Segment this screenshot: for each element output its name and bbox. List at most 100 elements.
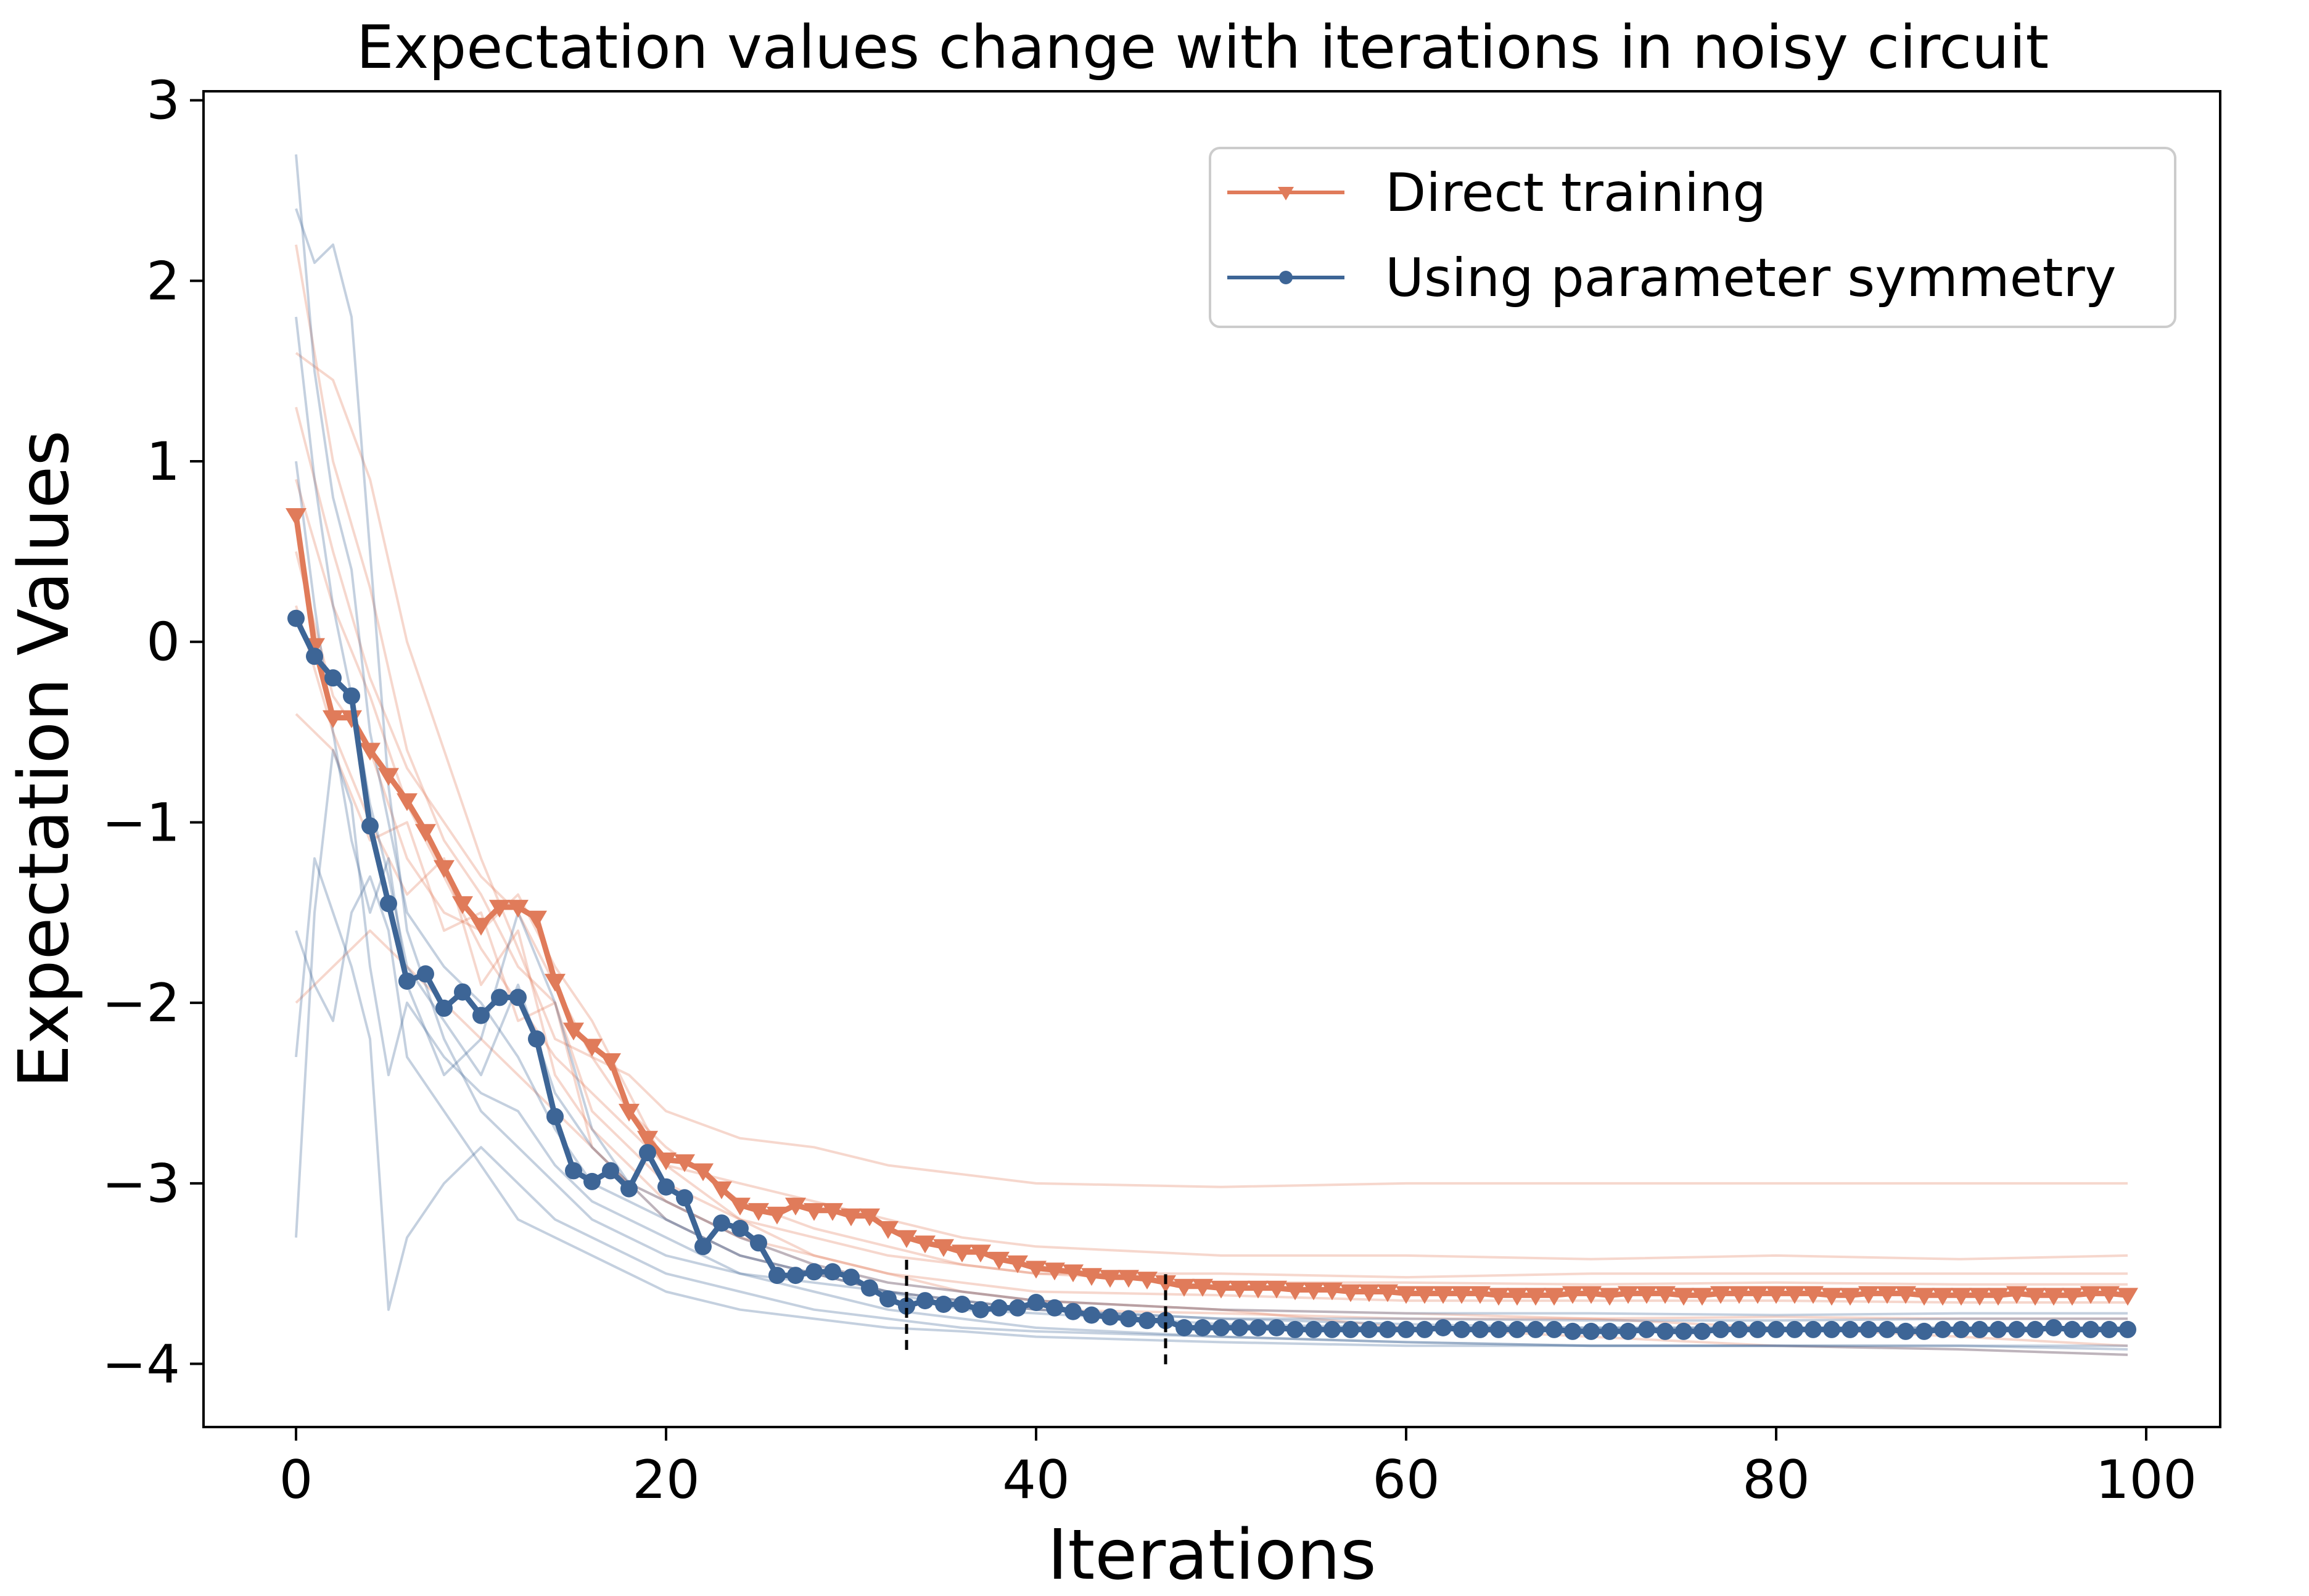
data-point-direct — [674, 1154, 695, 1172]
data-point-symmetry — [787, 1267, 804, 1285]
data-point-direct — [656, 1152, 677, 1170]
data-point-direct — [434, 860, 455, 878]
data-point-symmetry — [2101, 1320, 2118, 1338]
background-trace — [295, 857, 2128, 1356]
data-point-direct — [1137, 1272, 1158, 1290]
data-point-direct — [360, 742, 381, 761]
data-point-direct — [1433, 1286, 1454, 1304]
x-tick-label: 60 — [1372, 1449, 1439, 1511]
data-point-symmetry — [639, 1144, 656, 1162]
data-point-direct — [2025, 1288, 2046, 1306]
data-point-direct — [508, 900, 529, 918]
data-point-direct — [1340, 1284, 1361, 1302]
data-point-symmetry — [1953, 1320, 1970, 1338]
data-point-symmetry — [1546, 1320, 1563, 1338]
data-point-symmetry — [546, 1108, 564, 1125]
data-point-symmetry — [1675, 1322, 1692, 1340]
data-point-symmetry — [1731, 1320, 1748, 1338]
data-point-direct — [1174, 1278, 1195, 1297]
data-point-direct — [785, 1198, 806, 1216]
data-point-direct — [1581, 1286, 1602, 1304]
data-point-symmetry — [1564, 1322, 1581, 1340]
data-point-symmetry — [491, 989, 508, 1006]
data-point-symmetry — [1027, 1294, 1045, 1311]
data-point-symmetry — [1934, 1320, 1951, 1338]
data-point-symmetry — [1823, 1320, 1840, 1338]
data-point-direct — [600, 1053, 621, 1071]
y-tick-label: 2 — [146, 250, 180, 312]
data-point-direct — [1544, 1288, 1565, 1306]
legend-marker-symmetry — [1279, 271, 1293, 284]
data-point-symmetry — [1860, 1320, 1877, 1338]
data-point-symmetry — [2027, 1320, 2044, 1338]
data-point-direct — [2117, 1288, 2138, 1306]
data-point-symmetry — [1268, 1319, 1285, 1336]
data-point-direct — [397, 793, 418, 812]
data-point-symmetry — [1971, 1320, 1988, 1338]
data-point-symmetry — [1120, 1310, 1137, 1328]
data-point-direct — [933, 1239, 954, 1257]
data-point-direct — [1710, 1286, 1731, 1304]
data-point-symmetry — [1768, 1320, 1785, 1338]
data-point-direct — [1692, 1288, 1713, 1306]
data-point-symmetry — [1583, 1322, 1600, 1340]
data-point-symmetry — [1305, 1320, 1322, 1338]
data-point-symmetry — [1064, 1302, 1082, 1320]
data-point-symmetry — [2082, 1320, 2099, 1338]
data-point-direct — [1729, 1286, 1750, 1304]
data-point-direct — [378, 768, 399, 786]
data-point-direct — [730, 1198, 751, 1216]
data-point-direct — [1100, 1270, 1121, 1288]
x-tick-label: 0 — [279, 1449, 313, 1511]
data-point-symmetry — [306, 648, 323, 665]
data-point-direct — [1451, 1286, 1472, 1304]
background-trace — [295, 352, 2128, 1188]
legend-entry-direct: Direct training — [1227, 162, 1766, 224]
data-point-direct — [415, 824, 436, 842]
background-trace — [295, 713, 2128, 1320]
data-point-direct — [915, 1235, 936, 1254]
data-point-direct — [841, 1208, 862, 1227]
data-point-symmetry — [2064, 1320, 2081, 1338]
data-point-symmetry — [1916, 1322, 1933, 1340]
data-point-direct — [582, 1039, 603, 1057]
data-point-direct — [878, 1221, 899, 1239]
data-point-symmetry — [1638, 1320, 1655, 1338]
data-point-symmetry — [472, 1006, 490, 1024]
data-point-direct — [471, 918, 492, 936]
legend-entry-symmetry: Using parameter symmetry — [1227, 247, 2117, 309]
data-point-direct — [1303, 1282, 1324, 1301]
data-point-direct — [1266, 1280, 1287, 1299]
data-point-symmetry — [602, 1162, 619, 1180]
data-point-direct — [1026, 1261, 1047, 1279]
data-point-direct — [1211, 1280, 1232, 1299]
data-point-symmetry — [1416, 1320, 1433, 1338]
data-point-symmetry — [565, 1162, 582, 1180]
data-point-direct — [637, 1130, 658, 1149]
data-point-symmetry — [1194, 1319, 1211, 1336]
data-point-direct — [1562, 1286, 1583, 1304]
data-point-symmetry — [1360, 1320, 1378, 1338]
data-point-symmetry — [916, 1292, 934, 1310]
data-point-symmetry — [805, 1263, 823, 1281]
background-trace — [295, 875, 2128, 1347]
data-point-symmetry — [1897, 1322, 1914, 1340]
axes: 0 20 40 60 80 100 3 2 1 0 −1 −2 −3 −4 — [102, 70, 2197, 1511]
legend-box — [1209, 147, 2176, 328]
data-point-direct — [1377, 1284, 1398, 1302]
data-point-direct — [1655, 1286, 1676, 1304]
y-tick-label: −1 — [102, 792, 180, 854]
data-point-symmetry — [1657, 1322, 1674, 1340]
data-point-direct — [748, 1203, 769, 1221]
data-point-direct — [323, 710, 344, 728]
data-point-symmetry — [620, 1180, 638, 1198]
data-point-symmetry — [990, 1299, 1008, 1317]
data-point-symmetry — [1434, 1319, 1452, 1336]
data-point-symmetry — [2008, 1320, 2025, 1338]
legend-label-direct: Direct training — [1385, 162, 1766, 224]
data-point-symmetry — [380, 895, 397, 913]
data-point-direct — [970, 1244, 991, 1263]
data-point-direct — [545, 974, 566, 992]
chart-title: Expectation values change with iteration… — [356, 13, 2049, 82]
